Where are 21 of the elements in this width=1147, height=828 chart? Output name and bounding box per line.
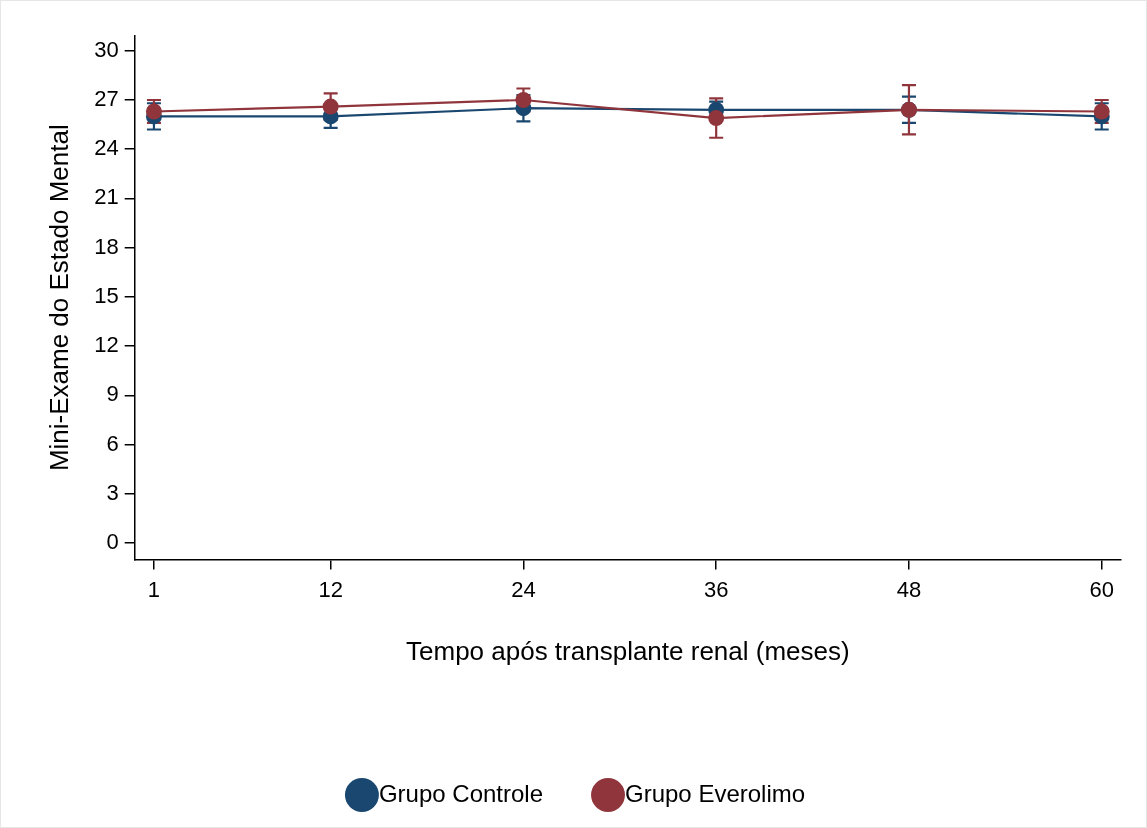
y-tick-label: 30 [94, 36, 119, 62]
x-tick-label: 60 [1089, 576, 1114, 602]
x-axis-title: Tempo após transplante renal (meses) [406, 635, 850, 666]
y-tick-label: 6 [106, 430, 119, 456]
x-tick-label: 36 [703, 576, 729, 602]
y-tick-label: 21 [94, 184, 119, 210]
y-tick-label: 3 [106, 479, 119, 505]
y-tick-label: 0 [106, 529, 119, 555]
y-tick-label: 12 [94, 332, 119, 358]
y-tick-label: 9 [106, 381, 119, 407]
x-tick-label: 12 [318, 576, 343, 602]
x-tick-label: 48 [896, 576, 922, 602]
y-tick-label: 27 [94, 86, 119, 112]
y-tick-label: 15 [94, 282, 119, 308]
x-tick-label: 24 [511, 576, 536, 602]
y-axis-title: Mini-Exame do Estado Mental [43, 124, 74, 472]
legend-label: Grupo Everolimo [625, 779, 806, 807]
x-tick-label: 1 [147, 576, 161, 602]
y-tick-label: 18 [94, 233, 119, 259]
y-tick-label: 24 [94, 135, 119, 161]
legend-label: Grupo Controle [378, 779, 544, 807]
